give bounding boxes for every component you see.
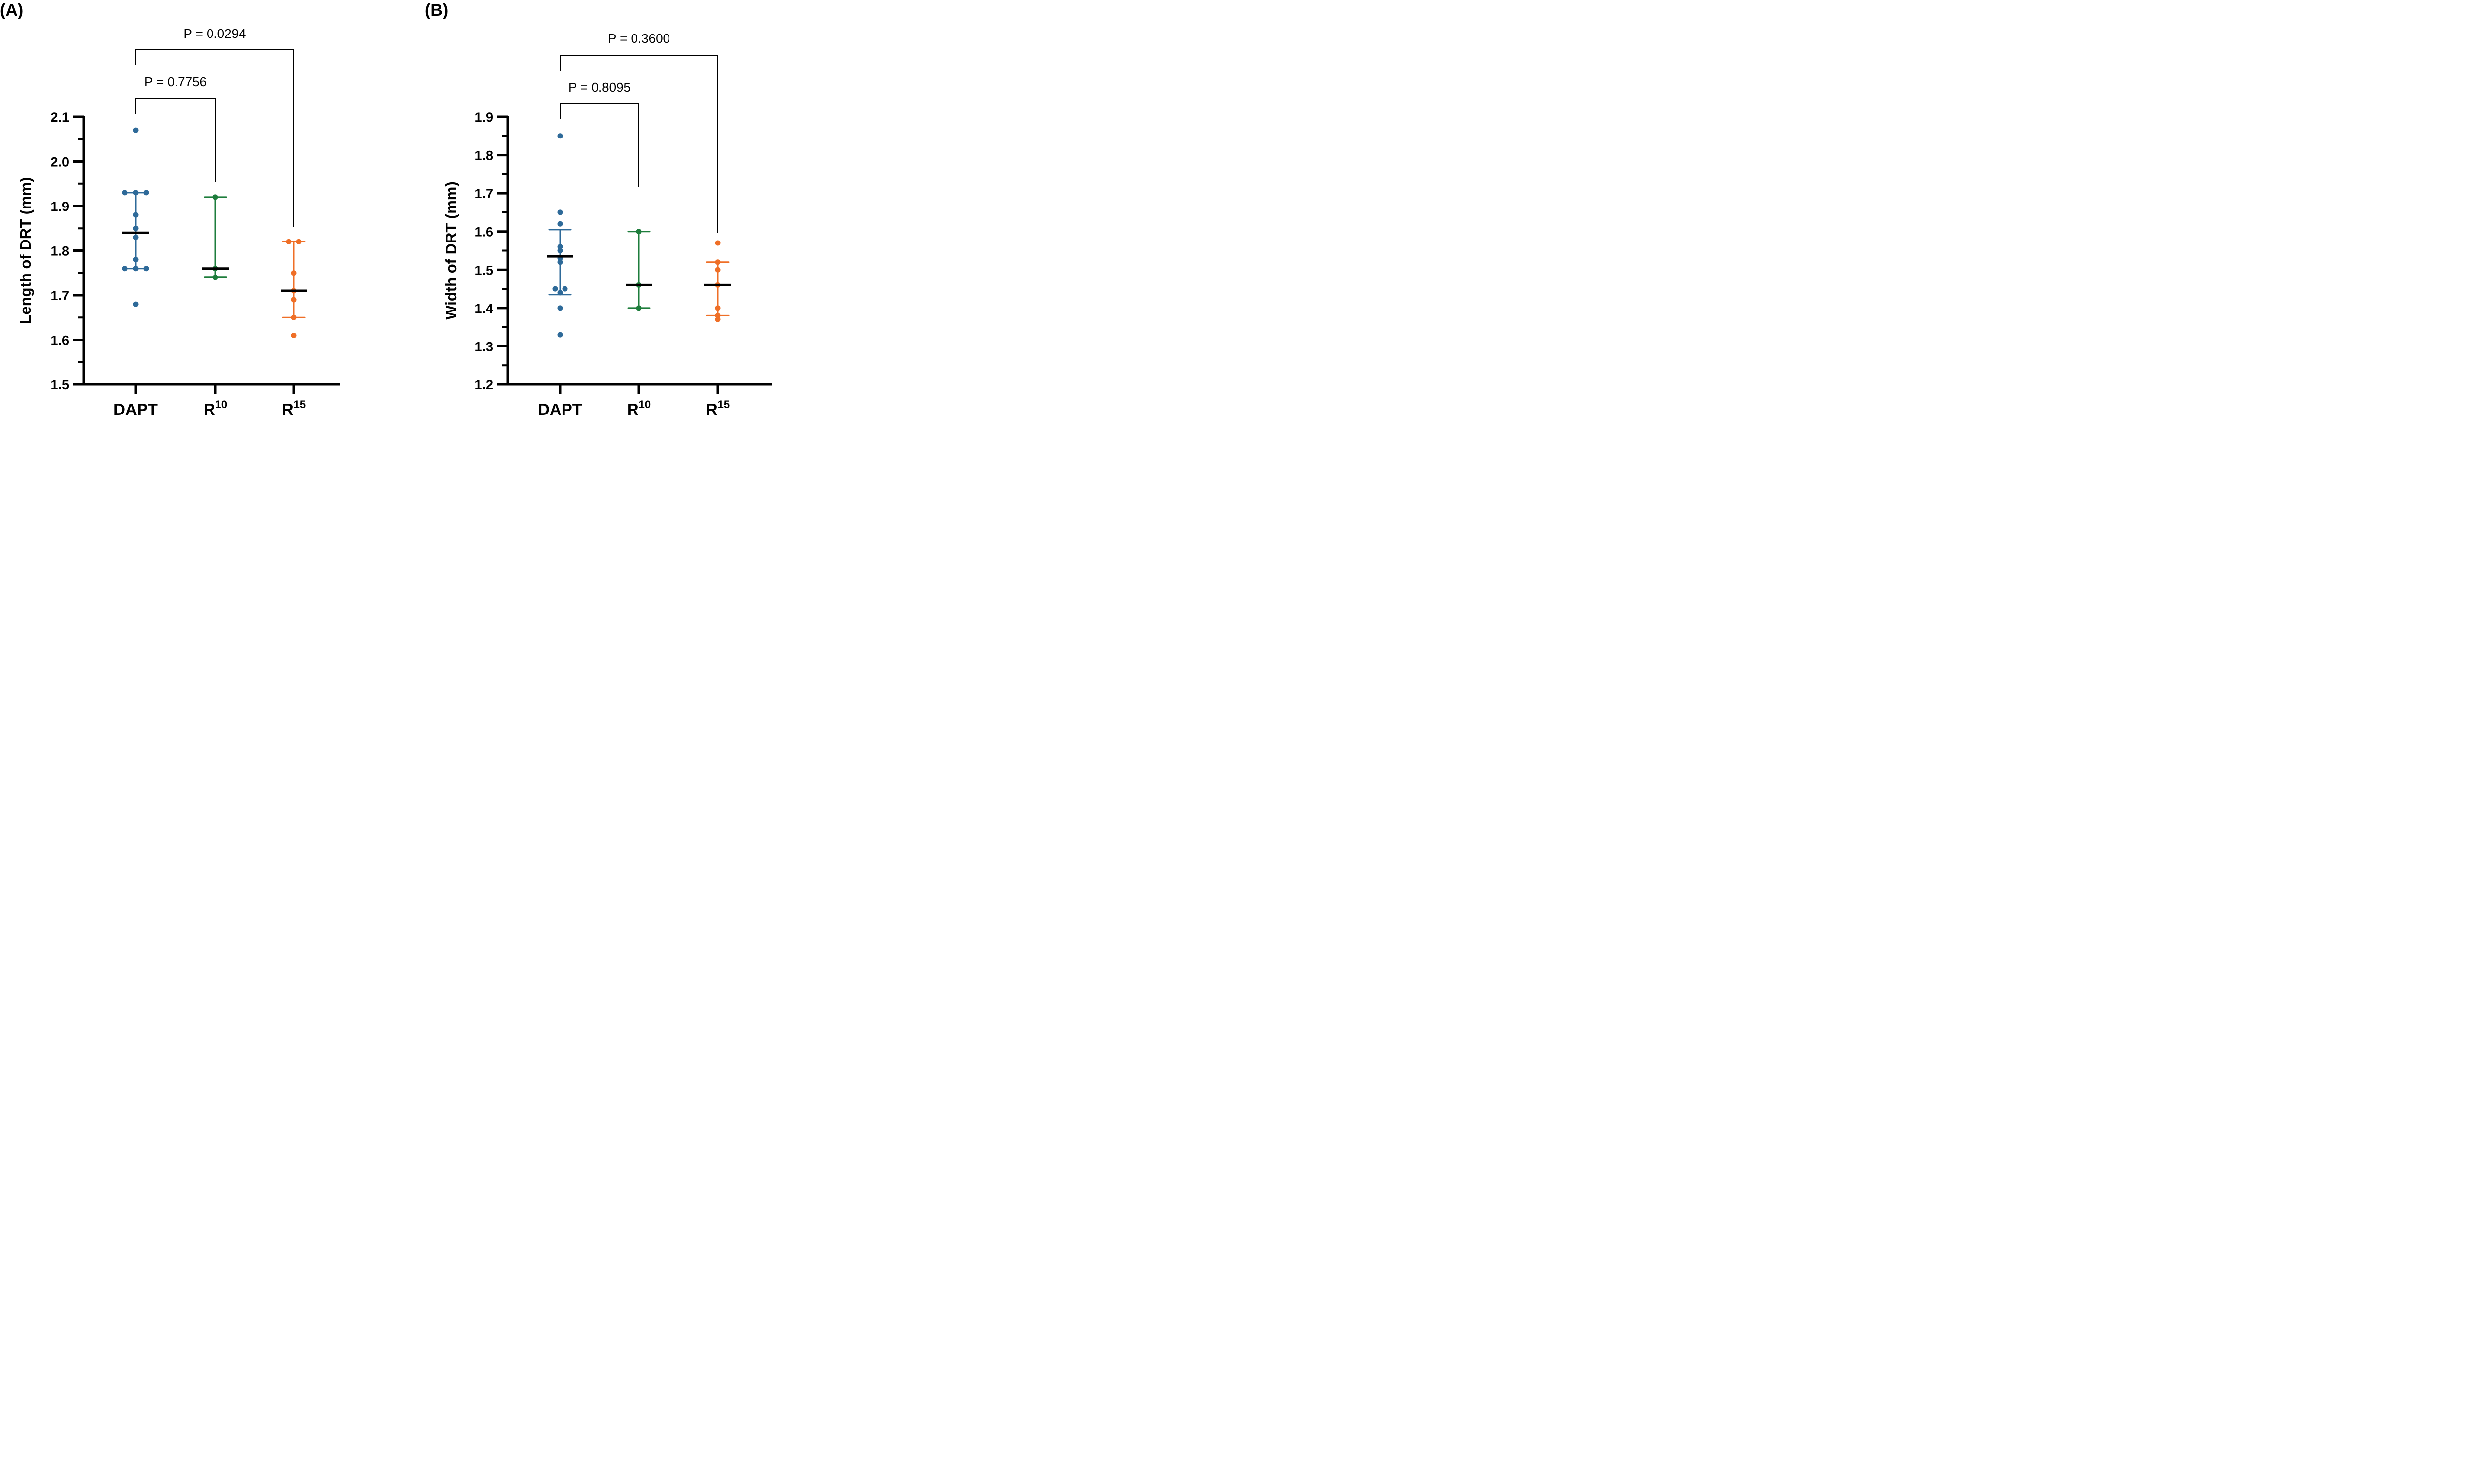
figure: (A) 1.5 1.6 1.7 1.8 1.9 2.0 2.1 Length of DRT (m… [0, 1, 772, 418]
data-point [143, 266, 149, 272]
significance-bracket: P = 0.8095 [560, 80, 639, 187]
data-point [715, 259, 721, 265]
y-tick-label: 1.6 [474, 225, 493, 240]
bracket-line [135, 49, 294, 227]
p-value-label: P = 0.3600 [608, 31, 670, 46]
p-value-label: P = 0.8095 [568, 80, 631, 95]
data-point [557, 290, 563, 296]
y-tick-label: 1.9 [50, 199, 69, 214]
data-point [715, 240, 721, 246]
data-point [557, 209, 563, 215]
data-point [133, 127, 139, 133]
data-point [557, 259, 563, 265]
data-point [562, 286, 568, 292]
data-point [715, 305, 721, 311]
bracket-line [560, 103, 639, 187]
panel-label: (A) [0, 1, 23, 20]
y-tick-label: 1.9 [474, 110, 493, 125]
series-r10 [626, 229, 652, 311]
y-tick-label: 1.5 [50, 378, 69, 392]
data-point [133, 266, 139, 272]
y-tick-label: 1.7 [474, 186, 493, 201]
x-category-label: R10 [204, 398, 227, 418]
data-point [557, 248, 563, 253]
data-point [636, 229, 642, 235]
data-point [122, 190, 128, 196]
panel-b: (B) 1.2 1.3 1.4 1.5 1.6 1.7 1.8 1.9 Width of DRT … [425, 1, 772, 418]
data-point [557, 221, 563, 227]
x-category-label: R15 [282, 398, 306, 418]
data-point [715, 316, 721, 322]
y-tick-label: 1.8 [50, 244, 69, 259]
data-point [552, 286, 558, 292]
y-tick-label: 1.7 [50, 288, 69, 303]
data-point [133, 301, 139, 307]
data-point [133, 234, 139, 240]
data-point [291, 314, 297, 320]
data-point [636, 305, 642, 311]
data-point [557, 133, 563, 139]
y-tick-label: 1.6 [50, 333, 69, 348]
y-tick-label: 1.3 [474, 339, 493, 354]
y-tick-label: 2.1 [50, 110, 69, 125]
data-point [212, 194, 218, 200]
panel-label: (B) [425, 1, 448, 20]
y-tick-label: 2.0 [50, 155, 69, 170]
data-point [286, 239, 292, 244]
data-point [291, 270, 297, 276]
data-point [133, 257, 139, 263]
data-point [122, 266, 128, 272]
data-point [557, 244, 563, 250]
data-point [212, 275, 218, 280]
series-r15 [704, 240, 731, 322]
data-point [143, 190, 149, 196]
y-axis-title: Length of DRT (mm) [17, 177, 34, 324]
x-category-label: R15 [706, 398, 730, 418]
series-dapt [547, 133, 573, 338]
y-tick-label: 1.8 [474, 148, 493, 163]
series-dapt [122, 127, 149, 307]
data-point [715, 312, 721, 318]
x-category-label: DAPT [538, 400, 582, 418]
p-value-label: P = 0.0294 [183, 26, 246, 41]
significance-bracket: P = 0.3600 [560, 31, 718, 233]
significance-bracket: P = 0.0294 [135, 26, 294, 227]
data-point [133, 190, 139, 196]
data-point [133, 225, 139, 231]
significance-bracket: P = 0.7756 [135, 74, 216, 182]
data-point [291, 297, 297, 303]
y-tick-label: 1.4 [474, 301, 493, 316]
y-tick-label: 1.2 [474, 378, 493, 392]
series-r15 [281, 239, 307, 338]
p-value-label: P = 0.7756 [144, 74, 207, 89]
data-point [296, 239, 302, 244]
data-point [715, 267, 721, 273]
data-point [557, 332, 563, 338]
bracket-line [135, 98, 216, 182]
series-r10 [202, 194, 229, 280]
x-category-label: R10 [627, 398, 651, 418]
data-point [133, 212, 139, 218]
y-tick-label: 1.5 [474, 263, 493, 277]
x-category-label: DAPT [113, 400, 158, 418]
data-point [557, 305, 563, 311]
y-axis-title: Width of DRT (mm) [442, 181, 459, 319]
panel-a: (A) 1.5 1.6 1.7 1.8 1.9 2.0 2.1 Length of DRT (m… [0, 1, 340, 418]
bracket-line [560, 55, 718, 233]
data-point [291, 332, 297, 338]
